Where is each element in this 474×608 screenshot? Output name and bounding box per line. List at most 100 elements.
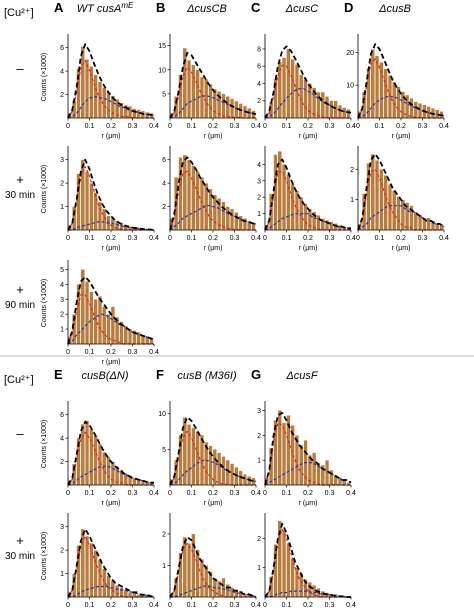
x-axis-label: r (μm): [299, 133, 318, 140]
x-tick-label: 0.4: [149, 349, 159, 356]
y-tick-label: 1: [60, 204, 64, 211]
total-fit-curve: [357, 43, 445, 119]
x-tick-label: 0.4: [149, 123, 159, 130]
histogram-bar: [110, 580, 115, 598]
histogram-bar: [225, 206, 230, 231]
x-tick-label: 0.1: [375, 235, 385, 242]
x-tick-label: 0: [66, 123, 70, 130]
histogram-bar: [325, 96, 330, 119]
histogram-bar: [85, 535, 90, 598]
y-tick-label: 4: [60, 69, 64, 76]
histogram-bar: [110, 306, 115, 345]
histogram-bar: [234, 212, 239, 231]
x-axis-label: r (μm): [204, 500, 223, 507]
y-tick-label: 1: [257, 565, 261, 572]
x-tick-label: 0.1: [85, 123, 95, 130]
x-tick-label: 0.4: [149, 490, 159, 497]
total-fit-curve: [264, 158, 351, 231]
y-tick-label: 2: [257, 433, 261, 440]
y-tick-label: 10: [346, 83, 354, 90]
row-label-plus-1: +: [16, 172, 24, 187]
y-tick-label: 1: [60, 327, 64, 334]
x-tick-label: 0.2: [303, 490, 313, 497]
histogram-bar: [273, 154, 278, 231]
x-tick-label: 0.2: [208, 123, 218, 130]
histogram-panel-8: 1 2 3 4 5 0 0.1 0.2 0.3 0.4 r (μm) Counts (×1000): [41, 260, 159, 366]
fast-component-curve: [67, 431, 154, 486]
histogram-bar: [238, 215, 243, 231]
panel-letter: B: [156, 0, 165, 15]
histogram-bar: [320, 91, 325, 119]
histogram-bar: [85, 420, 90, 486]
strain-title: ΔcusC: [285, 3, 318, 15]
x-tick-label: 0.3: [325, 235, 335, 242]
histogram-bar: [221, 577, 226, 598]
histogram-bar: [191, 165, 196, 231]
x-tick-label: 0.2: [106, 602, 116, 608]
x-tick-label: 0.1: [282, 490, 292, 497]
histogram-bar: [329, 100, 334, 119]
y-tick-label: 5: [60, 267, 64, 274]
slow-component-curve: [264, 213, 351, 231]
histogram-bar: [191, 427, 196, 486]
fast-component-curve: [67, 60, 154, 119]
histogram-bar: [195, 431, 200, 486]
x-tick-label: 0: [263, 490, 267, 497]
x-tick-label: 0.2: [303, 123, 313, 130]
x-tick-label: 0: [168, 602, 172, 608]
y-tick-label: 15: [158, 43, 166, 50]
x-tick-label: 0.2: [106, 235, 116, 242]
y-tick-label: 2: [60, 548, 64, 555]
slow-component-curve: [169, 459, 257, 486]
histogram-bar: [379, 169, 384, 231]
x-axis-label: r (μm): [102, 500, 121, 507]
x-tick-label: 0.2: [106, 490, 116, 497]
y-tick-label: 1: [162, 563, 166, 570]
panel-letter: G: [251, 367, 261, 382]
x-tick-label: 0.2: [208, 235, 218, 242]
x-axis-label: r (μm): [102, 133, 121, 140]
histogram-bar: [242, 474, 247, 486]
row-label-30min-2: 30 min: [5, 551, 35, 562]
slow-component-curve: [68, 585, 155, 598]
x-axis-label: r (μm): [204, 245, 223, 252]
row-label-plus-3: +: [16, 533, 24, 548]
x-tick-label: 0: [356, 123, 360, 130]
x-tick-label: 0.2: [106, 123, 116, 130]
y-axis-label: Counts (×1000): [41, 53, 48, 101]
histogram-bar: [97, 296, 102, 345]
histogram-bar: [396, 196, 401, 231]
x-tick-label: 0.3: [418, 235, 428, 242]
histogram-bar: [132, 108, 137, 119]
x-tick-label: 0: [168, 235, 172, 242]
y-tick-label: 2: [350, 167, 354, 174]
histogram-bar: [93, 299, 98, 345]
x-tick-label: 0: [263, 602, 267, 608]
x-tick-label: 0.1: [85, 490, 95, 497]
strain-title: cusB (M36I): [177, 370, 237, 382]
x-tick-label: 0.1: [187, 602, 197, 608]
histogram-bar: [290, 59, 295, 119]
x-axis-label: r (μm): [392, 245, 411, 252]
histogram-bar: [299, 573, 304, 598]
histogram-bar: [85, 171, 90, 231]
histogram-bar: [204, 565, 209, 598]
slow-component-curve: [169, 95, 257, 119]
histogram-bar: [286, 544, 291, 598]
histogram-panel-2: C ΔcusC 2 4 6 8 0 0.1 0.2 0.3 0.4 r (μm): [251, 0, 356, 140]
histogram-bar: [97, 559, 102, 598]
x-tick-label: 0.3: [128, 602, 138, 608]
x-tick-label: 0.3: [230, 123, 240, 130]
x-tick-label: 0.2: [208, 490, 218, 497]
total-fit-curve: [264, 522, 351, 598]
x-tick-label: 0.4: [251, 602, 261, 608]
histogram-bar: [221, 456, 226, 486]
x-tick-label: 0.4: [251, 123, 261, 130]
histogram-bar: [115, 585, 120, 598]
y-tick-label: 4: [60, 282, 64, 289]
row-label-minus-1: –: [16, 61, 24, 76]
x-tick-label: 0: [66, 349, 70, 356]
total-fit-curve: [67, 420, 154, 486]
